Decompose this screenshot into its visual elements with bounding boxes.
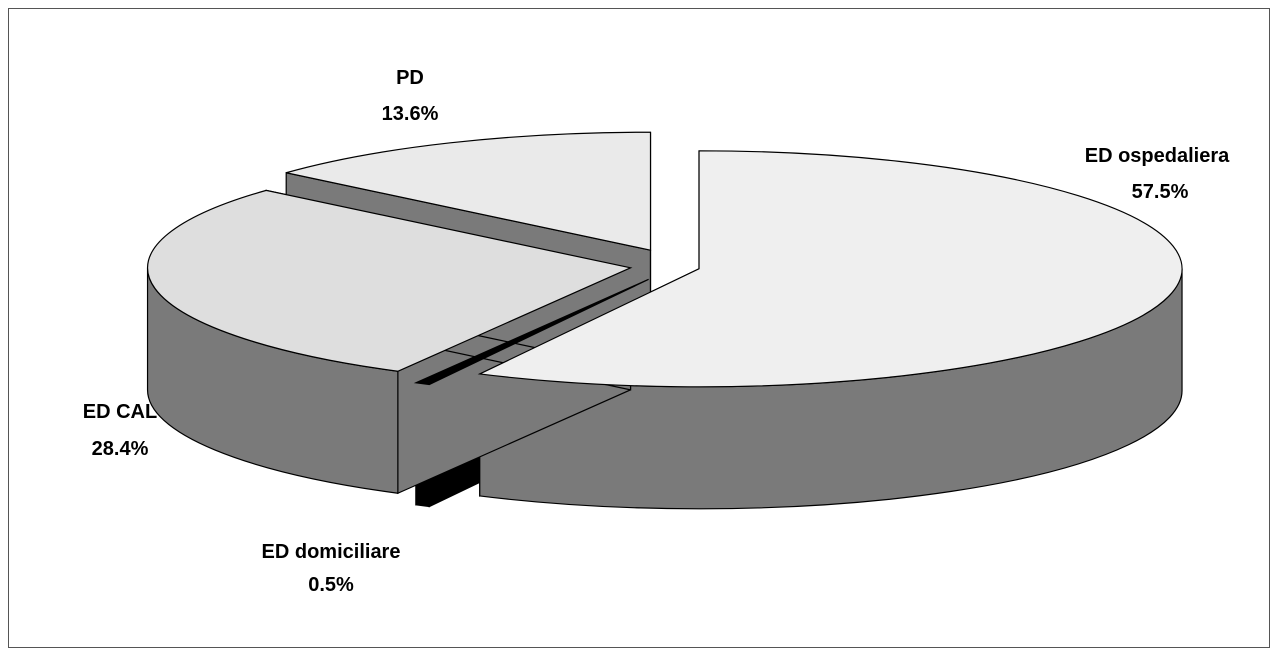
- slice-top-ed-ospedaliera: [477, 150, 1183, 388]
- pie-labels: ED ospedaliera 57.5% ED domiciliare 0.5%…: [83, 67, 1230, 596]
- pie-tops: [146, 131, 1183, 388]
- label-ed-ospedaliera-name: ED ospedaliera: [1085, 145, 1230, 167]
- label-ed-domiciliare-name: ED domiciliare: [262, 541, 401, 563]
- label-pd-value: 13.6%: [382, 103, 439, 125]
- label-ed-cal-value: 28.4%: [92, 438, 149, 460]
- slice-top-ed-domiciliare: [413, 278, 649, 386]
- label-pd-name: PD: [396, 67, 424, 89]
- label-ed-cal-name: ED CAL: [83, 401, 157, 423]
- pie-chart: ED ospedaliera 57.5% ED domiciliare 0.5%…: [83, 67, 1230, 596]
- slice-top-ed-cal: [146, 189, 633, 372]
- label-ed-ospedaliera-value: 57.5%: [1132, 181, 1189, 203]
- slice-top-pd: [286, 131, 652, 251]
- label-ed-domiciliare-value: 0.5%: [308, 574, 354, 596]
